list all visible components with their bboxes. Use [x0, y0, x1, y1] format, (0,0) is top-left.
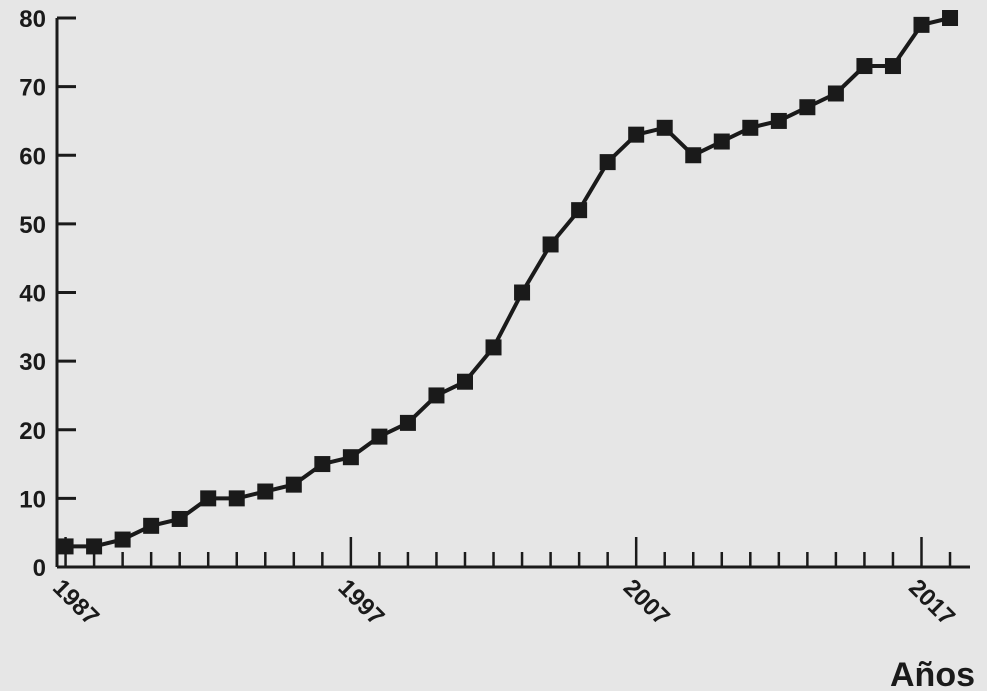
data-point: [913, 16, 930, 33]
series-group: [57, 10, 959, 555]
y-tick-label: 60: [19, 143, 46, 170]
data-point: [143, 517, 160, 534]
data-point: [228, 490, 245, 507]
series-line: [65, 16, 951, 549]
data-point: [428, 387, 445, 404]
data-point: [114, 531, 131, 548]
data-point: [656, 119, 673, 136]
data-point: [685, 147, 702, 164]
data-point: [884, 58, 901, 75]
data-point: [342, 449, 359, 466]
data-point: [257, 483, 274, 500]
data-point: [628, 126, 645, 143]
data-point: [200, 490, 217, 507]
data-point: [399, 414, 416, 431]
y-ticks: 0 10 20 30 40 50 60 70 80: [19, 6, 76, 582]
y-tick-label: 30: [19, 349, 46, 376]
data-point: [942, 10, 959, 26]
x-tick-label: 1997: [333, 574, 390, 631]
x-tick-label: 2007: [618, 574, 675, 631]
y-tick-label: 0: [33, 555, 46, 582]
data-point: [57, 538, 74, 555]
data-point: [485, 339, 502, 356]
y-tick-label: 10: [19, 486, 46, 513]
data-point: [456, 373, 473, 390]
x-ticks: 1987 1997 2007 2017: [47, 537, 960, 631]
data-point: [514, 284, 531, 301]
y-tick-label: 50: [19, 212, 46, 239]
data-point: [86, 538, 103, 555]
x-tick-label: 2017: [903, 574, 960, 631]
data-point: [542, 236, 559, 253]
data-point: [770, 112, 787, 129]
data-point: [742, 119, 759, 136]
data-point: [171, 510, 188, 527]
x-tick-label: 1987: [47, 574, 104, 631]
y-tick-label: 20: [19, 418, 46, 445]
data-point: [285, 476, 302, 493]
data-point: [314, 456, 331, 473]
data-point: [827, 85, 844, 102]
y-tick-label: 70: [19, 75, 46, 102]
x-axis-title: Años: [890, 656, 975, 691]
data-point: [713, 133, 730, 150]
data-point: [571, 202, 588, 219]
data-point: [599, 154, 616, 171]
y-tick-label: 80: [19, 6, 46, 33]
data-point: [371, 428, 388, 445]
data-point: [856, 58, 873, 75]
data-point: [799, 99, 816, 116]
y-tick-label: 40: [19, 281, 46, 308]
